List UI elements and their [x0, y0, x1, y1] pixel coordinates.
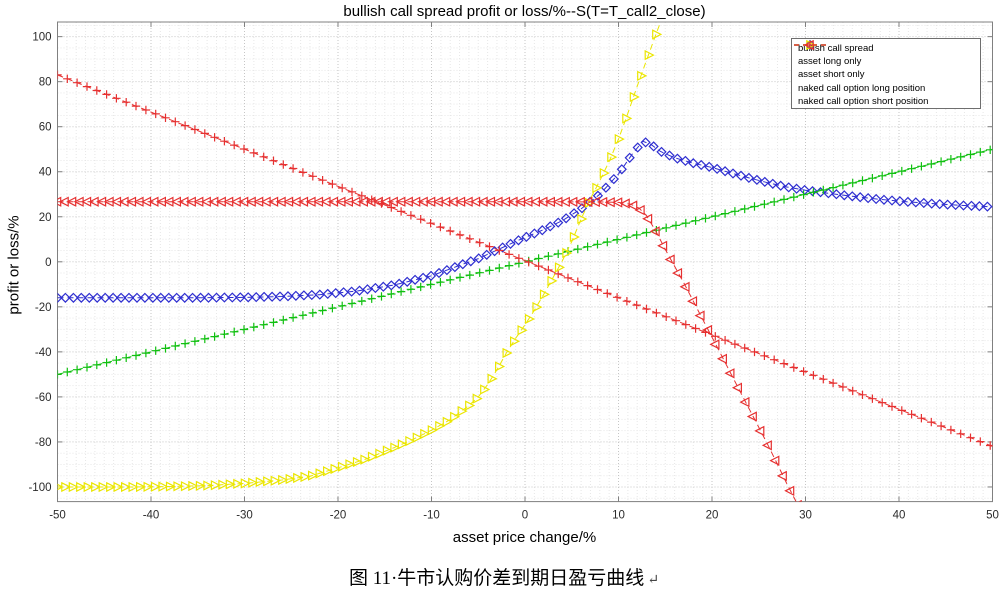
x-axis-label: asset price change/%	[452, 529, 597, 546]
legend-label: asset short only	[798, 69, 865, 81]
svg-text:50: 50	[986, 510, 999, 522]
chart-title: bullish call spread profit or loss/%--S(…	[343, 3, 706, 20]
svg-text:10: 10	[612, 510, 625, 522]
legend-label: asset long only	[798, 56, 862, 68]
caption-text: 图 11·牛市认购价差到期日盈亏曲线	[348, 568, 645, 589]
svg-text:-40: -40	[35, 347, 52, 359]
svg-text:30: 30	[799, 510, 812, 522]
legend-label: naked call option short position	[798, 95, 929, 107]
svg-text:-10: -10	[423, 510, 440, 522]
legend-item: naked call option long position	[794, 39, 980, 95]
svg-text:20: 20	[39, 212, 52, 224]
svg-text:-30: -30	[236, 510, 253, 522]
legend-item: asset short only	[794, 40, 980, 81]
svg-text:40: 40	[893, 510, 906, 522]
svg-text:-80: -80	[35, 437, 52, 449]
paragraph-return-mark-icon: ↵	[647, 573, 660, 588]
plot-area: -50 -40 -30 -20 -10 0 10 20 30 40 50-100-80-60-40-…	[28, 21, 999, 522]
svg-text:-20: -20	[330, 510, 347, 522]
figure-caption: 图 11·牛市认购价差到期日盈亏曲线 ↵	[0, 563, 1008, 590]
svg-text:-50: -50	[49, 510, 66, 522]
svg-text:80: 80	[39, 77, 52, 89]
svg-text:-20: -20	[35, 302, 52, 314]
svg-text:-60: -60	[35, 392, 52, 404]
svg-text:0: 0	[522, 510, 528, 522]
svg-text:60: 60	[39, 122, 52, 134]
legend-item: naked call option short position	[794, 39, 980, 108]
y-axis-label: profit or loss/%	[5, 215, 23, 315]
legend-label: naked call option long position	[798, 82, 926, 94]
legend-sample-triangle-left-icon	[794, 39, 826, 51]
legend-item: asset long only	[794, 40, 980, 68]
svg-text:40: 40	[39, 167, 52, 179]
svg-text:-100: -100	[28, 482, 51, 494]
legend: bullish call spread asset long only asse…	[791, 38, 981, 109]
svg-text:100: 100	[32, 32, 51, 44]
svg-text:-40: -40	[143, 510, 160, 522]
svg-text:0: 0	[45, 257, 51, 269]
legend-label: bullish call spread	[798, 43, 874, 55]
svg-text:20: 20	[706, 510, 719, 522]
